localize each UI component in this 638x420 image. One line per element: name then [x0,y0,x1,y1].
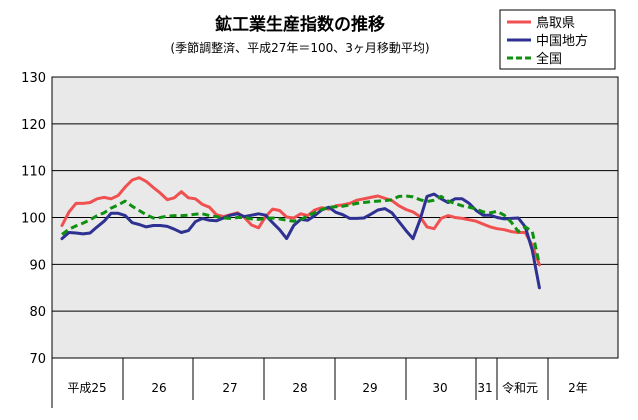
chart-title: 鉱工業生産指数の推移 [215,14,385,35]
legend-label: 全国 [536,51,562,67]
gridlines [52,123,618,312]
y-tick-label: 120 [21,118,46,133]
x-year-label: 令和元 [502,380,538,395]
legend-label: 中国地方 [536,33,588,49]
x-axis: 平成25 26 27 28 29 30 31 令和元 2年 [51,358,588,408]
series-line-1 [60,176,541,267]
y-tick-label: 130 [21,71,46,86]
y-tick-label: 90 [29,258,46,273]
x-year-label: 27 [222,381,237,395]
x-year-label: 2年 [568,381,588,395]
y-tick-label: 110 [21,165,46,180]
x-year-label: 30 [432,381,447,395]
x-year-label: 29 [362,381,377,395]
y-tick-label: 80 [29,305,46,320]
x-year-label: 28 [292,381,307,395]
y-tick-label: 70 [29,352,46,367]
y-tick-label: 100 [21,212,46,227]
x-year-label: 26 [151,381,166,395]
series-line-3 [61,194,541,265]
x-year-label: 平成25 [67,381,106,395]
x-year-label: 31 [477,381,492,395]
y-axis: 70 80 90 100 110 120 130 [21,71,46,367]
series-lines [60,176,541,290]
legend-label: 鳥取県 [536,16,575,31]
chart-subtitle: (季節調整済、平成27年＝100、3ヶ月移動平均) [170,40,429,55]
